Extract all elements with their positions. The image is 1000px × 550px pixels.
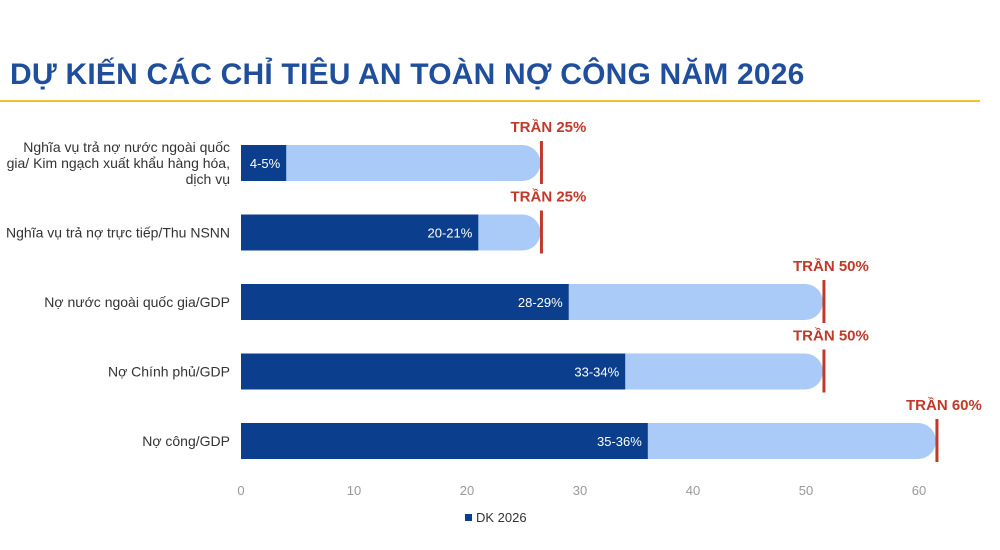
value-bar xyxy=(241,423,648,459)
cap-bar xyxy=(241,145,541,181)
x-tick-label: 30 xyxy=(573,483,587,498)
category-label: Nghĩa vụ trả nợ nước ngoài quốc gia/ Kim … xyxy=(7,139,230,187)
data-label: 35-36% xyxy=(597,434,642,449)
legend: DK 2026 xyxy=(465,510,527,525)
x-tick-label: 50 xyxy=(799,483,813,498)
category-label: Nghĩa vụ trả nợ trực tiếp/Thu NSNN xyxy=(6,225,230,241)
page-title: DỰ KIẾN CÁC CHỈ TIÊU AN TOÀN NỢ CÔNG NĂM… xyxy=(10,58,805,91)
category-label-line: Nghĩa vụ trả nợ trực tiếp/Thu NSNN xyxy=(6,225,230,241)
title-divider xyxy=(0,100,980,102)
x-tick-label: 0 xyxy=(237,483,244,498)
value-bar xyxy=(241,353,626,390)
data-label: 4-5% xyxy=(250,156,281,171)
x-tick-label: 40 xyxy=(686,483,700,498)
category-label-line: Nợ nước ngoài quốc gia/GDP xyxy=(44,294,230,310)
x-tick-label: 60 xyxy=(912,483,926,498)
x-tick-label: 10 xyxy=(347,483,361,498)
data-label: 20-21% xyxy=(427,226,472,241)
value-bar xyxy=(241,214,479,251)
cap-label: TRẦN 25% xyxy=(511,189,587,206)
cap-label: TRẦN 50% xyxy=(793,258,869,275)
category-label-line: Nghĩa vụ trả nợ nước ngoài quốc xyxy=(23,139,230,155)
category-label-line: dịch vụ xyxy=(186,171,230,187)
category-label: Nợ nước ngoài quốc gia/GDP xyxy=(44,294,230,310)
value-bar xyxy=(241,145,287,181)
category-label-line: gia/ Kim ngạch xuất khẩu hàng hóa, xyxy=(7,155,230,171)
data-label: 28-29% xyxy=(518,295,563,310)
cap-label: TRẦN 50% xyxy=(793,328,869,345)
cap-label: TRẦN 60% xyxy=(906,397,982,414)
cap-label: TRẦN 25% xyxy=(511,119,587,136)
data-label: 33-34% xyxy=(574,365,619,380)
category-label-line: Nợ Chính phủ/GDP xyxy=(108,364,230,380)
value-bar xyxy=(241,284,569,320)
x-tick-label: 20 xyxy=(460,483,474,498)
category-label-line: Nợ công/GDP xyxy=(142,433,230,449)
category-label: Nợ công/GDP xyxy=(142,433,230,449)
category-label: Nợ Chính phủ/GDP xyxy=(108,364,230,380)
legend-label: DK 2026 xyxy=(476,510,527,525)
legend-swatch xyxy=(465,514,472,521)
